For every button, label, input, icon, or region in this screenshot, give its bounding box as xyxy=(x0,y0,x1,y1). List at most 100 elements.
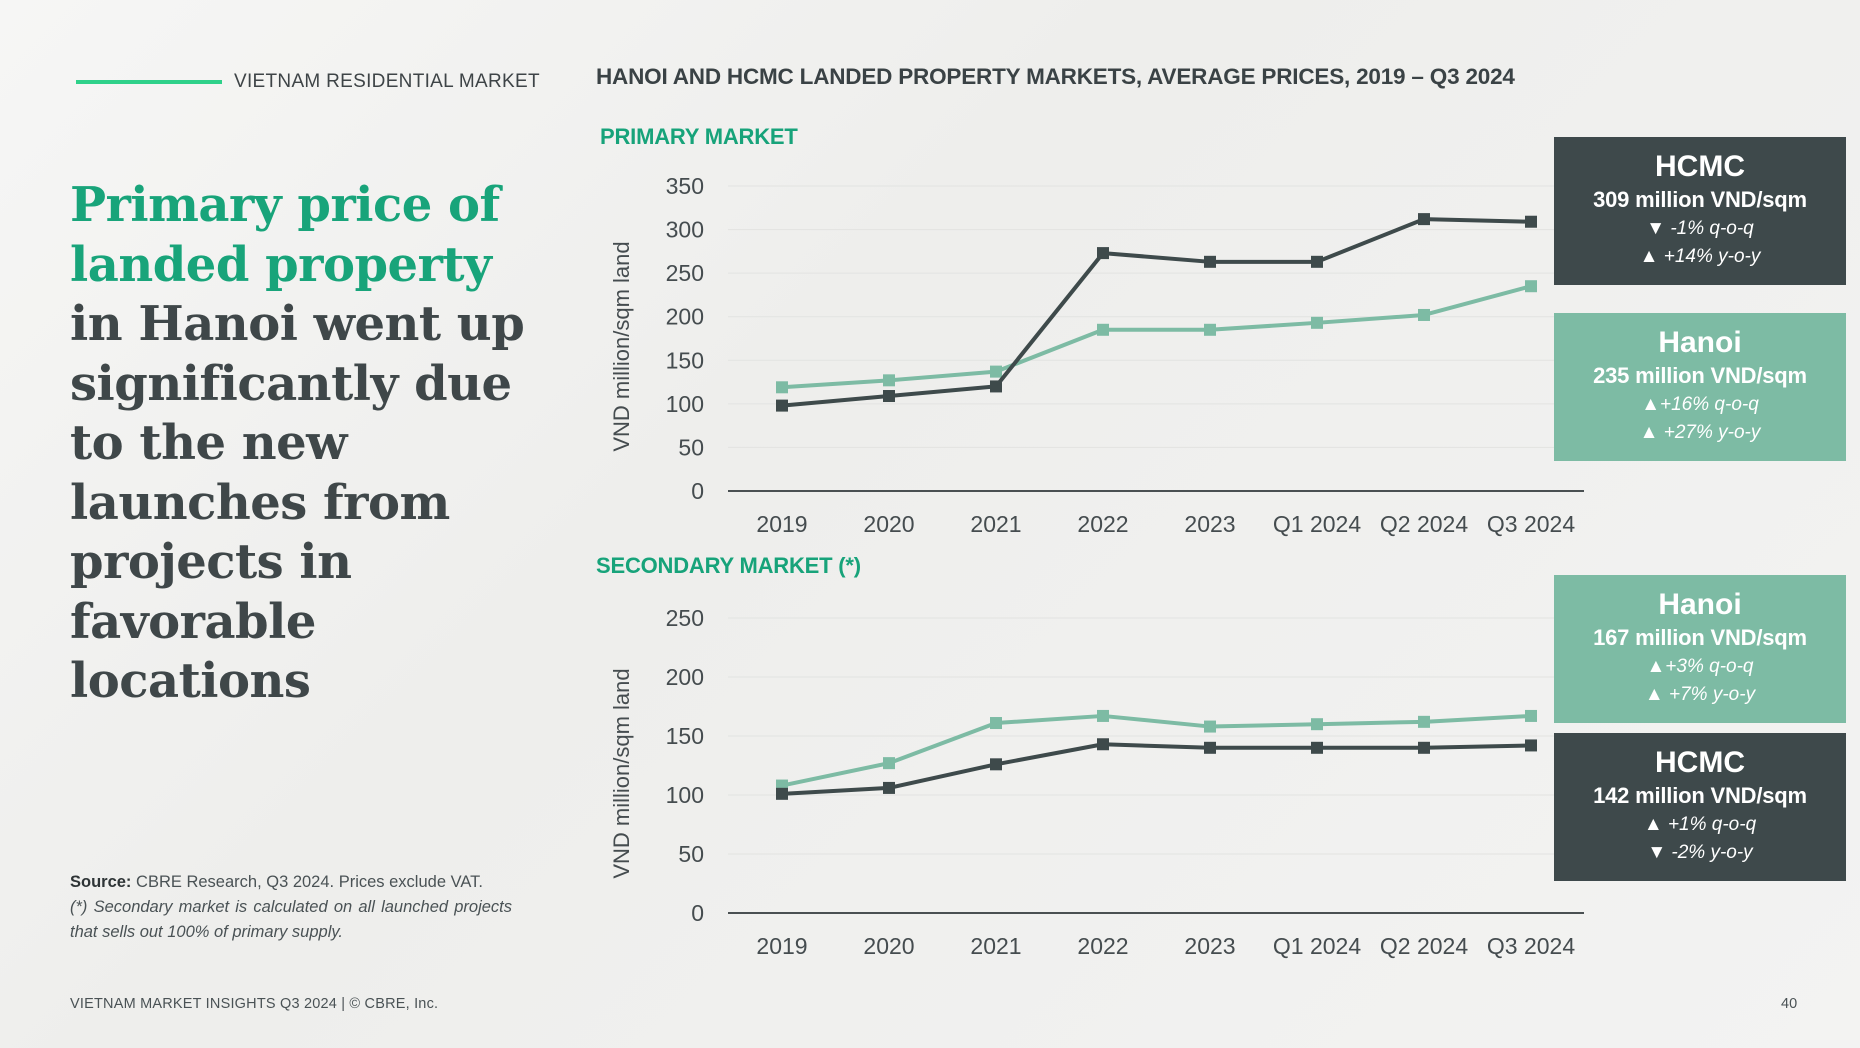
primary-market-title: PRIMARY MARKET xyxy=(600,124,798,149)
callout-yoy: ▼ -2% y-o-y xyxy=(1647,842,1753,863)
primary-x-tick-label: 2019 xyxy=(756,511,807,537)
secondary-x-tick-label: 2019 xyxy=(756,933,807,959)
primary-x-tick-label: 2020 xyxy=(863,511,914,537)
secondary-y-tick-label: 150 xyxy=(666,723,704,749)
callout-yoy: ▲ +14% y-o-y xyxy=(1639,246,1761,267)
secondary-hcmc-data-point xyxy=(1418,741,1430,754)
primary-x-tick-label: Q2 2024 xyxy=(1380,511,1468,537)
primary-hanoi-callout: Hanoi 235 million VND/sqm ▲+16% q-o-q ▲ … xyxy=(1554,313,1846,461)
primary-y-tick-label: 250 xyxy=(666,260,704,286)
primary-hcmc-data-point xyxy=(1097,247,1109,260)
secondary-footnote: (*) Secondary market is calculated on al… xyxy=(70,898,512,941)
callout-city: Hanoi xyxy=(1658,326,1742,359)
primary-hcmc-data-point xyxy=(883,390,895,403)
secondary-hanoi-data-point xyxy=(1525,709,1537,722)
primary-hanoi-data-point xyxy=(1311,316,1323,329)
secondary-hanoi-data-point xyxy=(990,717,1002,730)
primary-y-axis-label: VND million/sqm land xyxy=(609,241,634,451)
section-accent-rule xyxy=(76,80,222,84)
primary-y-tick-label: 0 xyxy=(691,478,704,504)
source-label: Source: xyxy=(70,873,132,891)
primary-hcmc-data-point xyxy=(1418,213,1430,226)
footer: VIETNAM MARKET INSIGHTS Q3 2024 | © CBRE… xyxy=(70,996,439,1012)
secondary-hanoi-data-point xyxy=(1311,718,1323,731)
secondary-hcmc-data-point xyxy=(1204,741,1216,754)
secondary-hanoi-data-point xyxy=(1204,720,1216,733)
primary-y-tick-label: 350 xyxy=(666,173,704,199)
callout-qoq: ▲+16% q-o-q xyxy=(1641,394,1759,415)
headline-accent: Primary price of landed property xyxy=(70,177,500,293)
secondary-hanoi-data-point xyxy=(1418,715,1430,728)
secondary-hcmc-callout: HCMC 142 million VND/sqm ▲ +1% q-o-q ▼ -… xyxy=(1554,733,1846,881)
secondary-hanoi-data-point xyxy=(883,757,895,770)
secondary-hcmc-series-line xyxy=(781,742,1532,796)
primary-hcmc-callout: HCMC 309 million VND/sqm ▼ -1% q-o-q ▲ +… xyxy=(1554,137,1846,285)
callout-city: HCMC xyxy=(1655,150,1745,183)
primary-hanoi-data-point xyxy=(1418,308,1430,321)
callout-price: 167 million VND/sqm xyxy=(1593,625,1807,650)
primary-y-tick-label: 150 xyxy=(666,347,704,373)
primary-y-tick-label: 50 xyxy=(678,434,704,460)
primary-hanoi-data-point xyxy=(1204,323,1216,336)
callout-qoq: ▲+3% q-o-q xyxy=(1646,656,1754,677)
secondary-y-tick-label: 50 xyxy=(678,841,704,867)
primary-hcmc-data-point xyxy=(1311,255,1323,268)
primary-hcmc-data-point xyxy=(990,380,1002,393)
primary-hanoi-data-point xyxy=(776,381,788,394)
secondary-x-tick-label: 2022 xyxy=(1077,933,1128,959)
primary-x-tick-label: Q1 2024 xyxy=(1273,511,1361,537)
secondary-hcmc-data-point xyxy=(1311,741,1323,754)
secondary-hcmc-data-point xyxy=(990,758,1002,771)
primary-hanoi-data-point xyxy=(1525,280,1537,293)
secondary-y-tick-label: 100 xyxy=(666,782,704,808)
secondary-x-tick-label: 2023 xyxy=(1184,933,1235,959)
secondary-hanoi-data-point xyxy=(1097,709,1109,722)
secondary-hcmc-data-point xyxy=(883,781,895,794)
primary-hanoi-data-point xyxy=(990,365,1002,378)
callout-yoy: ▲ +7% y-o-y xyxy=(1644,684,1756,705)
secondary-hanoi-callout: Hanoi 167 million VND/sqm ▲+3% q-o-q ▲ +… xyxy=(1554,575,1846,723)
primary-x-tick-label: 2021 xyxy=(970,511,1021,537)
secondary-x-tick-label: 2021 xyxy=(970,933,1021,959)
callout-price: 142 million VND/sqm xyxy=(1593,783,1807,808)
secondary-y-tick-label: 0 xyxy=(691,900,704,926)
primary-y-tick-label: 300 xyxy=(666,217,704,243)
primary-y-tick-label: 100 xyxy=(666,391,704,417)
primary-hanoi-series-line xyxy=(781,284,1532,390)
headline-rest: in Hanoi went up significantly due to th… xyxy=(70,296,525,709)
primary-hcmc-data-point xyxy=(1525,215,1537,228)
callout-qoq: ▼ -1% q-o-q xyxy=(1646,218,1754,239)
primary-x-tick-label: 2022 xyxy=(1077,511,1128,537)
secondary-y-axis-label: VND million/sqm land xyxy=(609,668,634,878)
callout-qoq: ▲ +1% q-o-q xyxy=(1643,814,1757,835)
secondary-market-title: SECONDARY MARKET (*) xyxy=(596,553,861,578)
page-number: 40 xyxy=(1781,996,1798,1012)
secondary-x-tick-label: Q3 2024 xyxy=(1487,933,1575,959)
primary-hcmc-data-point xyxy=(776,399,788,412)
secondary-y-tick-label: 250 xyxy=(666,605,704,631)
callout-price: 309 million VND/sqm xyxy=(1593,187,1807,212)
secondary-y-tick-label: 200 xyxy=(666,664,704,690)
primary-x-tick-label: Q3 2024 xyxy=(1487,511,1575,537)
source-note: Source: CBRE Research, Q3 2024. Prices e… xyxy=(70,870,512,945)
secondary-hcmc-data-point xyxy=(1097,738,1109,751)
callout-city: Hanoi xyxy=(1658,588,1742,621)
secondary-hcmc-data-point xyxy=(1525,739,1537,752)
secondary-hcmc-data-point xyxy=(776,787,788,800)
secondary-x-tick-label: Q1 2024 xyxy=(1273,933,1361,959)
primary-x-tick-label: 2023 xyxy=(1184,511,1235,537)
chart-title: HANOI AND HCMC LANDED PROPERTY MARKETS, … xyxy=(596,64,1515,89)
primary-hcmc-data-point xyxy=(1204,255,1216,268)
primary-hanoi-data-point xyxy=(883,374,895,387)
callout-city: HCMC xyxy=(1655,746,1745,779)
callout-yoy: ▲ +27% y-o-y xyxy=(1639,422,1761,443)
secondary-hanoi-series-line xyxy=(781,713,1532,788)
secondary-x-tick-label: Q2 2024 xyxy=(1380,933,1468,959)
primary-hanoi-data-point xyxy=(1097,323,1109,336)
section-label: VIETNAM RESIDENTIAL MARKET xyxy=(234,71,540,92)
primary-y-tick-label: 200 xyxy=(666,304,704,330)
headline: Primary price of landed property in Hano… xyxy=(70,176,530,712)
primary-hcmc-series-line xyxy=(781,217,1532,408)
callout-price: 235 million VND/sqm xyxy=(1593,363,1807,388)
